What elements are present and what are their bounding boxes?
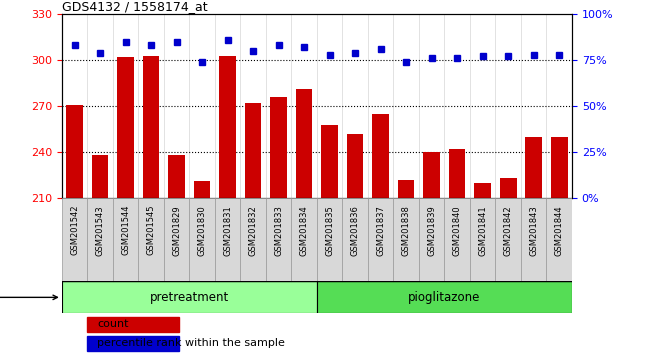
Bar xyxy=(87,317,179,332)
Bar xyxy=(551,137,567,198)
Bar xyxy=(194,181,211,198)
Text: GSM201545: GSM201545 xyxy=(146,205,155,255)
Bar xyxy=(87,337,179,351)
Text: GSM201830: GSM201830 xyxy=(198,205,207,256)
Text: pioglitazone: pioglitazone xyxy=(408,291,480,304)
Bar xyxy=(291,198,317,281)
Text: agent: agent xyxy=(0,292,57,302)
Text: GSM201833: GSM201833 xyxy=(274,205,283,256)
Bar xyxy=(449,149,465,198)
Text: GSM201837: GSM201837 xyxy=(376,205,385,256)
Bar xyxy=(372,114,389,198)
Bar xyxy=(138,198,164,281)
Bar xyxy=(92,155,109,198)
Text: percentile rank within the sample: percentile rank within the sample xyxy=(98,338,285,348)
Bar xyxy=(521,198,547,281)
Text: GSM201841: GSM201841 xyxy=(478,205,488,256)
Bar xyxy=(266,198,291,281)
Text: GSM201840: GSM201840 xyxy=(452,205,462,256)
Bar xyxy=(321,125,338,198)
Bar xyxy=(423,152,440,198)
Bar xyxy=(393,198,419,281)
Text: GSM201832: GSM201832 xyxy=(248,205,257,256)
Text: GSM201829: GSM201829 xyxy=(172,205,181,256)
Text: GSM201544: GSM201544 xyxy=(121,205,130,255)
Bar xyxy=(368,198,393,281)
Bar xyxy=(87,198,113,281)
Text: GSM201543: GSM201543 xyxy=(96,205,105,256)
Text: GSM201831: GSM201831 xyxy=(223,205,232,256)
Bar xyxy=(214,198,240,281)
Text: count: count xyxy=(98,319,129,329)
Text: GSM201835: GSM201835 xyxy=(325,205,334,256)
Bar xyxy=(62,198,87,281)
Bar xyxy=(525,137,542,198)
Text: pretreatment: pretreatment xyxy=(150,291,229,304)
Bar xyxy=(219,56,236,198)
Text: GSM201843: GSM201843 xyxy=(529,205,538,256)
Bar xyxy=(445,198,470,281)
Bar xyxy=(470,198,495,281)
Bar xyxy=(317,281,572,313)
Bar xyxy=(143,56,159,198)
Bar xyxy=(495,198,521,281)
Text: GSM201838: GSM201838 xyxy=(402,205,411,256)
Bar xyxy=(113,198,138,281)
Bar xyxy=(245,103,261,198)
Text: GSM201844: GSM201844 xyxy=(554,205,564,256)
Bar xyxy=(164,198,189,281)
Bar xyxy=(500,178,517,198)
Bar xyxy=(117,57,134,198)
Bar xyxy=(347,134,363,198)
Bar xyxy=(419,198,445,281)
Text: GSM201842: GSM201842 xyxy=(504,205,513,256)
Bar xyxy=(398,180,415,198)
Bar xyxy=(270,97,287,198)
Bar xyxy=(296,89,313,198)
Bar xyxy=(547,198,572,281)
Text: GDS4132 / 1558174_at: GDS4132 / 1558174_at xyxy=(62,0,207,13)
Bar xyxy=(317,198,343,281)
Bar xyxy=(474,183,491,198)
Text: GSM201542: GSM201542 xyxy=(70,205,79,255)
Bar xyxy=(240,198,266,281)
Text: GSM201836: GSM201836 xyxy=(350,205,359,256)
Bar xyxy=(168,155,185,198)
Text: GSM201834: GSM201834 xyxy=(300,205,309,256)
Bar xyxy=(62,281,317,313)
Bar xyxy=(189,198,214,281)
Bar xyxy=(343,198,368,281)
Text: GSM201839: GSM201839 xyxy=(427,205,436,256)
Bar xyxy=(66,105,83,198)
